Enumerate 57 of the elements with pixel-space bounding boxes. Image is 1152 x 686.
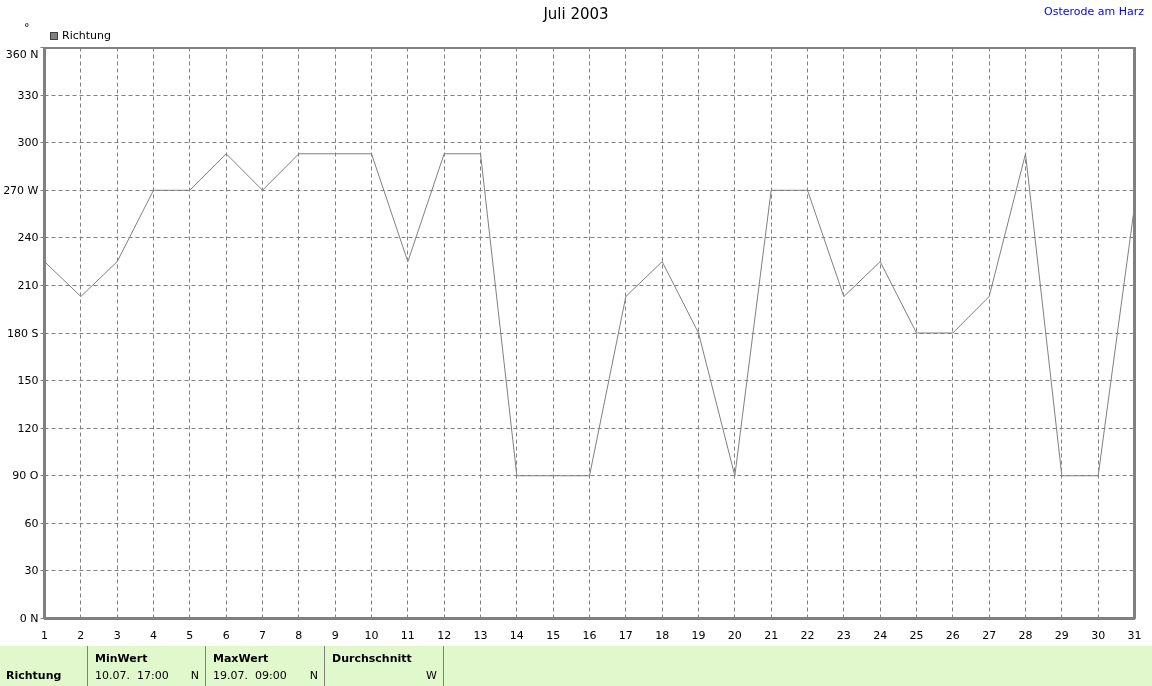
- x-tick-label: 11: [400, 628, 415, 642]
- y-tick-label: 240: [17, 231, 39, 245]
- x-tick-label: 17: [618, 628, 633, 642]
- x-tick-label: 10: [364, 628, 379, 642]
- y-tick-label: 0 N: [19, 612, 39, 625]
- x-tick-label: 13: [473, 628, 488, 642]
- x-tick-label: 31: [1127, 628, 1142, 642]
- x-tick-label: 26: [945, 628, 960, 642]
- chart-subtitle: Osterode am Harz: [1044, 4, 1144, 20]
- x-tick-label: 30: [1091, 628, 1106, 642]
- x-tick-label: 6: [222, 628, 230, 642]
- x-tick-label: 25: [909, 628, 924, 642]
- text: N: [309, 668, 318, 684]
- text: N: [190, 668, 199, 684]
- x-tick-label: 24: [873, 628, 888, 642]
- y-tick-label: 180 S: [7, 326, 39, 340]
- x-tick-label: 7: [259, 628, 266, 642]
- y-tick-label: 150: [17, 374, 39, 388]
- y-tick-label: 330: [17, 88, 39, 102]
- x-tick-label: 18: [655, 628, 670, 642]
- y-tick-label: 300: [17, 136, 39, 150]
- x-tick-label: 22: [800, 628, 815, 642]
- x-tick-label: 23: [836, 628, 851, 642]
- text: Durchschnitt: [332, 651, 412, 667]
- x-tick-label: 8: [295, 628, 303, 642]
- y-tick-label: 30: [24, 564, 39, 578]
- chart-title: Juli 2003: [543, 5, 609, 23]
- text: MinWert: [95, 651, 148, 667]
- y-tick-label: 270 W: [3, 183, 39, 197]
- x-tick-label: 15: [546, 628, 561, 642]
- x-tick-label: 28: [1018, 628, 1033, 642]
- x-tick-label: 4: [150, 628, 157, 642]
- x-tick-label: 3: [113, 628, 121, 642]
- x-tick-label: 9: [331, 628, 339, 642]
- text: 19.07. 09:00: [213, 668, 287, 684]
- legend-label: Richtung: [62, 28, 111, 45]
- x-tick-label: 19: [691, 628, 706, 642]
- text: W: [426, 668, 437, 684]
- y-tick-label: 60: [24, 516, 39, 530]
- x-tick-label: 20: [727, 628, 742, 642]
- y-axis-title: °: [24, 20, 30, 36]
- x-tick-label: 2: [77, 628, 85, 642]
- x-tick-label: 29: [1054, 628, 1069, 642]
- y-tick-label: 120: [17, 421, 39, 435]
- x-tick-label: 1: [41, 628, 48, 642]
- y-tick-label: 360 N: [5, 47, 39, 61]
- x-tick-label: 27: [982, 628, 997, 642]
- text: Richtung: [6, 668, 62, 684]
- x-tick-label: 21: [764, 628, 779, 642]
- x-tick-label: 12: [437, 628, 452, 642]
- x-tick-label: 5: [186, 628, 194, 642]
- x-tick-label: 14: [509, 628, 524, 642]
- text: MaxWert: [213, 651, 269, 667]
- x-tick-label: 16: [582, 628, 597, 642]
- y-tick-label: 90 O: [12, 469, 39, 483]
- text: 10.07. 17:00: [95, 668, 169, 684]
- y-tick-label: 210: [17, 278, 39, 292]
